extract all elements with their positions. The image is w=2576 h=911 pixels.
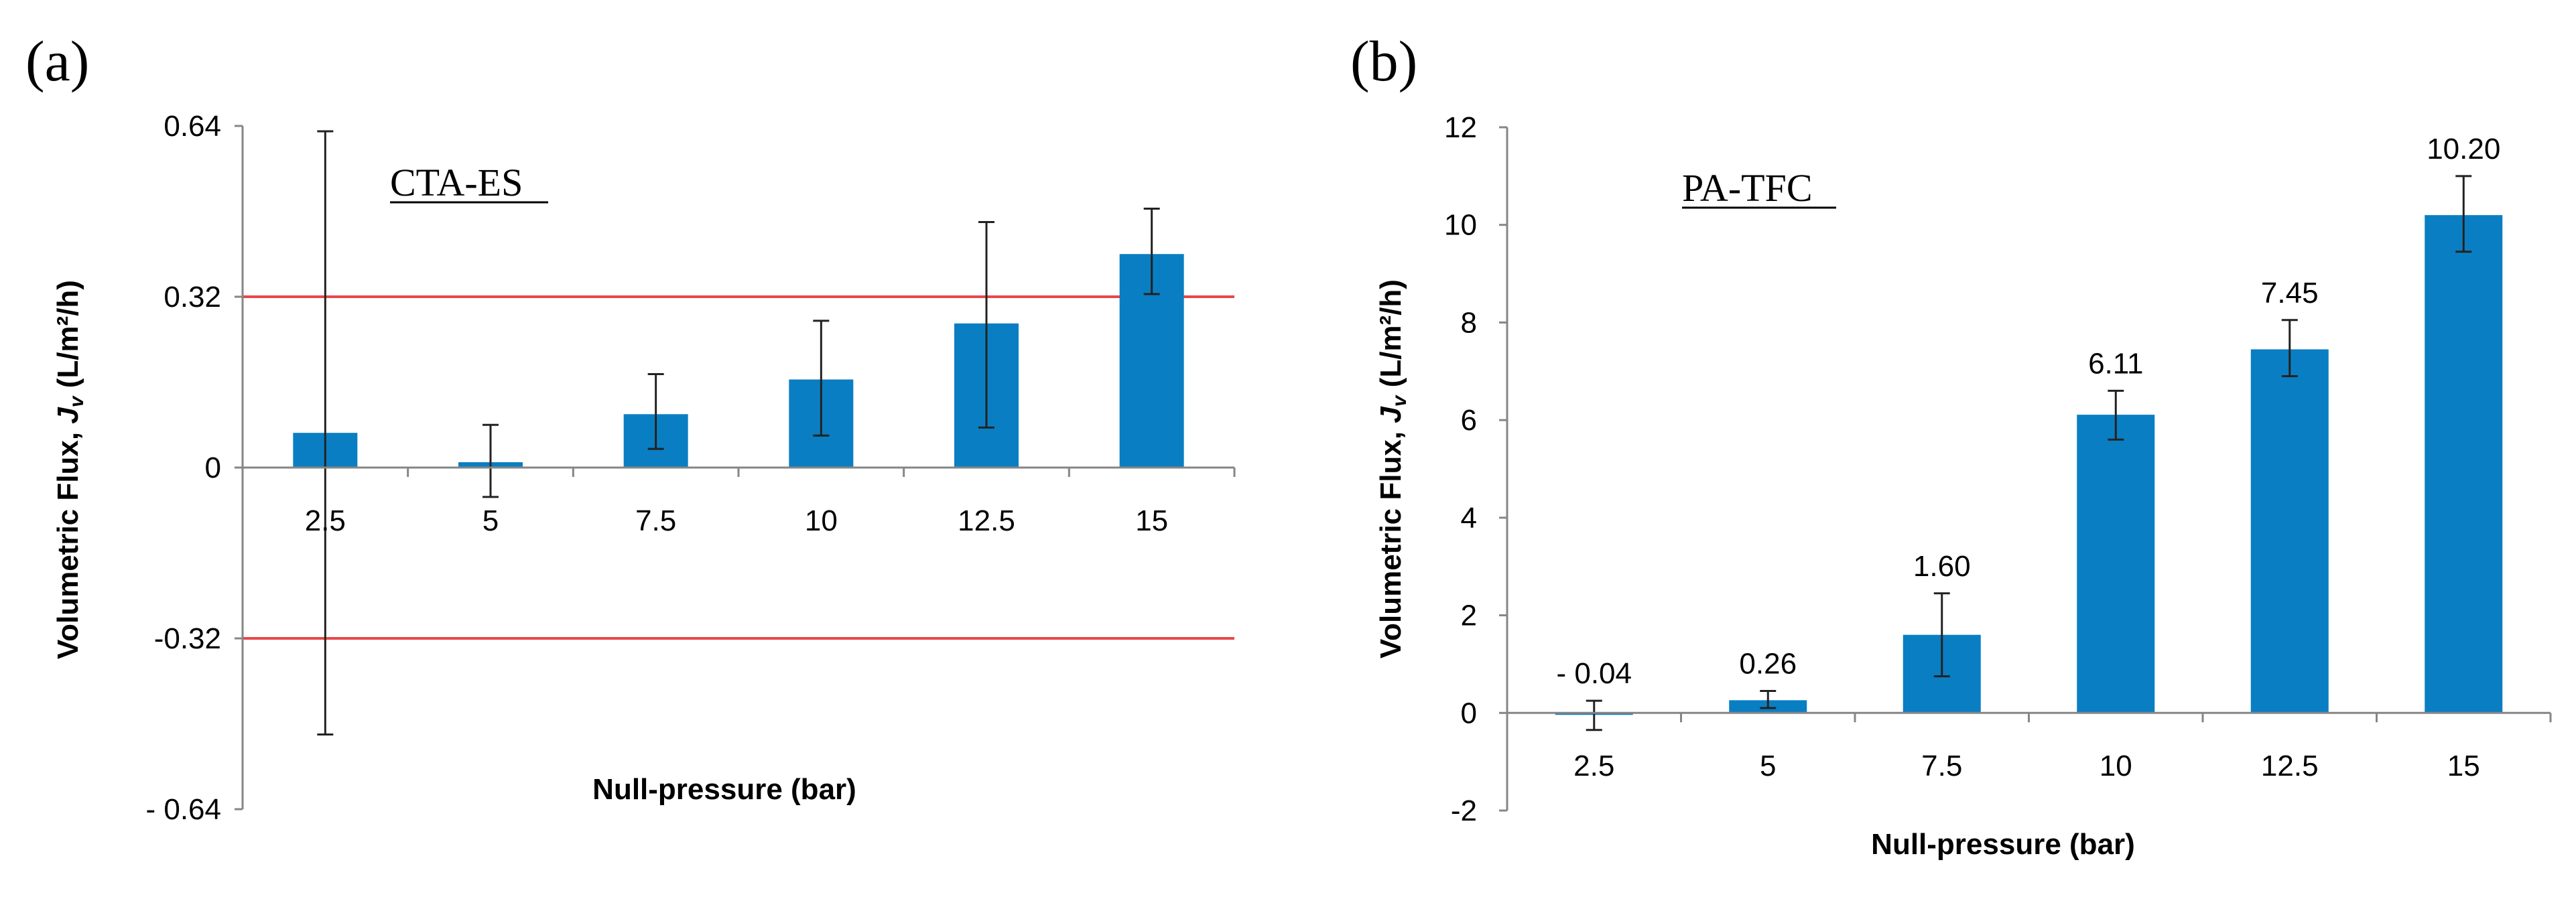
panel-a: (a) CTA-ES Null-pressure (bar) Volumetri… — [25, 29, 1236, 826]
panel-b-y-axis-title-suffix: (L/m²/h) — [1374, 279, 1407, 396]
panel-b-y-axis-title-subscript: v — [1389, 394, 1411, 407]
panel-a-y-tick-label: -0.32 — [154, 622, 221, 655]
panel-a-y-tick-label: 0 — [205, 451, 221, 484]
panel-b-data-label: 7.45 — [2261, 277, 2319, 309]
panel-a-y-axis-title-symbol: J — [52, 407, 84, 424]
panel-b-x-tick-label: 10 — [2100, 750, 2132, 782]
panel-b-y-axis-title-symbol: J — [1374, 406, 1407, 423]
panel-b-y-tick-label: 8 — [1461, 306, 1477, 339]
panel-b-x-axis-title: Null-pressure (bar) — [1871, 828, 2135, 861]
panel-b-y-tick-label: 2 — [1461, 600, 1477, 632]
panel-b-y-tick-label: 6 — [1461, 404, 1477, 437]
panel-a-y-axis-title-suffix: (L/m²/h) — [52, 280, 84, 397]
panel-b-data-label: 10.20 — [2427, 133, 2500, 165]
panel-b-x-tick-label: 15 — [2447, 750, 2480, 782]
panel-b-x-tick-label: 5 — [1760, 750, 1776, 782]
panel-a-x-tick-label: 12.5 — [958, 504, 1015, 537]
panel-a-y-tick-label: - 0.64 — [145, 793, 221, 826]
panel-b-data-label: 6.11 — [2088, 347, 2143, 380]
panel-b-bar — [2250, 349, 2329, 713]
panel-b-x-tick-label: 12.5 — [2261, 750, 2319, 782]
panel-a-label: (a) — [25, 29, 89, 93]
panel-a-y-tick-label: 0.64 — [164, 110, 221, 143]
panel-b-data-label: - 0.04 — [1556, 657, 1632, 690]
panel-b: (b) PA-TFC Null-pressure (bar) Volumetri… — [1350, 29, 2552, 861]
panel-a-y-axis-title-subscript: v — [66, 395, 88, 407]
panel-a-x-tick-label: 2.5 — [305, 504, 346, 537]
panel-b-y-tick-label: 10 — [1444, 209, 1477, 242]
panel-b-label: (b) — [1350, 29, 1417, 93]
panel-b-y-tick-label: 0 — [1461, 697, 1477, 729]
panel-a-y-tick-label: 0.32 — [164, 281, 221, 313]
panel-a-x-tick-label: 15 — [1135, 504, 1168, 537]
panel-a-x-tick-label: 7.5 — [635, 504, 676, 537]
panel-b-y-tick-label: 4 — [1461, 502, 1477, 535]
panel-b-y-axis-title: Volumetric Flux, Jv (L/m²/h) — [1374, 279, 1411, 658]
panel-b-x-tick-label: 2.5 — [1573, 750, 1614, 782]
panel-a-y-axis-title: Volumetric Flux, Jv (L/m²/h) — [52, 280, 88, 659]
panel-a-x-tick-label: 5 — [482, 504, 499, 537]
panel-b-x-tick-label: 7.5 — [1921, 750, 1962, 782]
panel-b-bar — [2425, 215, 2503, 713]
panel-b-y-tick-label: 12 — [1444, 111, 1477, 144]
panel-b-y-axis-title-prefix: Volumetric Flux, — [1374, 423, 1407, 658]
panel-a-x-axis-title: Null-pressure (bar) — [592, 773, 856, 806]
panel-b-data-label: 1.60 — [1913, 550, 1971, 583]
panel-a-title: CTA-ES — [390, 161, 523, 204]
panel-a-y-axis-title-prefix: Volumetric Flux, — [52, 424, 84, 659]
panel-b-data-label: 0.26 — [1739, 648, 1797, 681]
panel-a-x-tick-label: 10 — [805, 504, 838, 537]
panel-b-title: PA-TFC — [1682, 166, 1813, 210]
panel-b-y-tick-label: -2 — [1451, 794, 1477, 827]
panel-b-bar — [2077, 415, 2155, 713]
